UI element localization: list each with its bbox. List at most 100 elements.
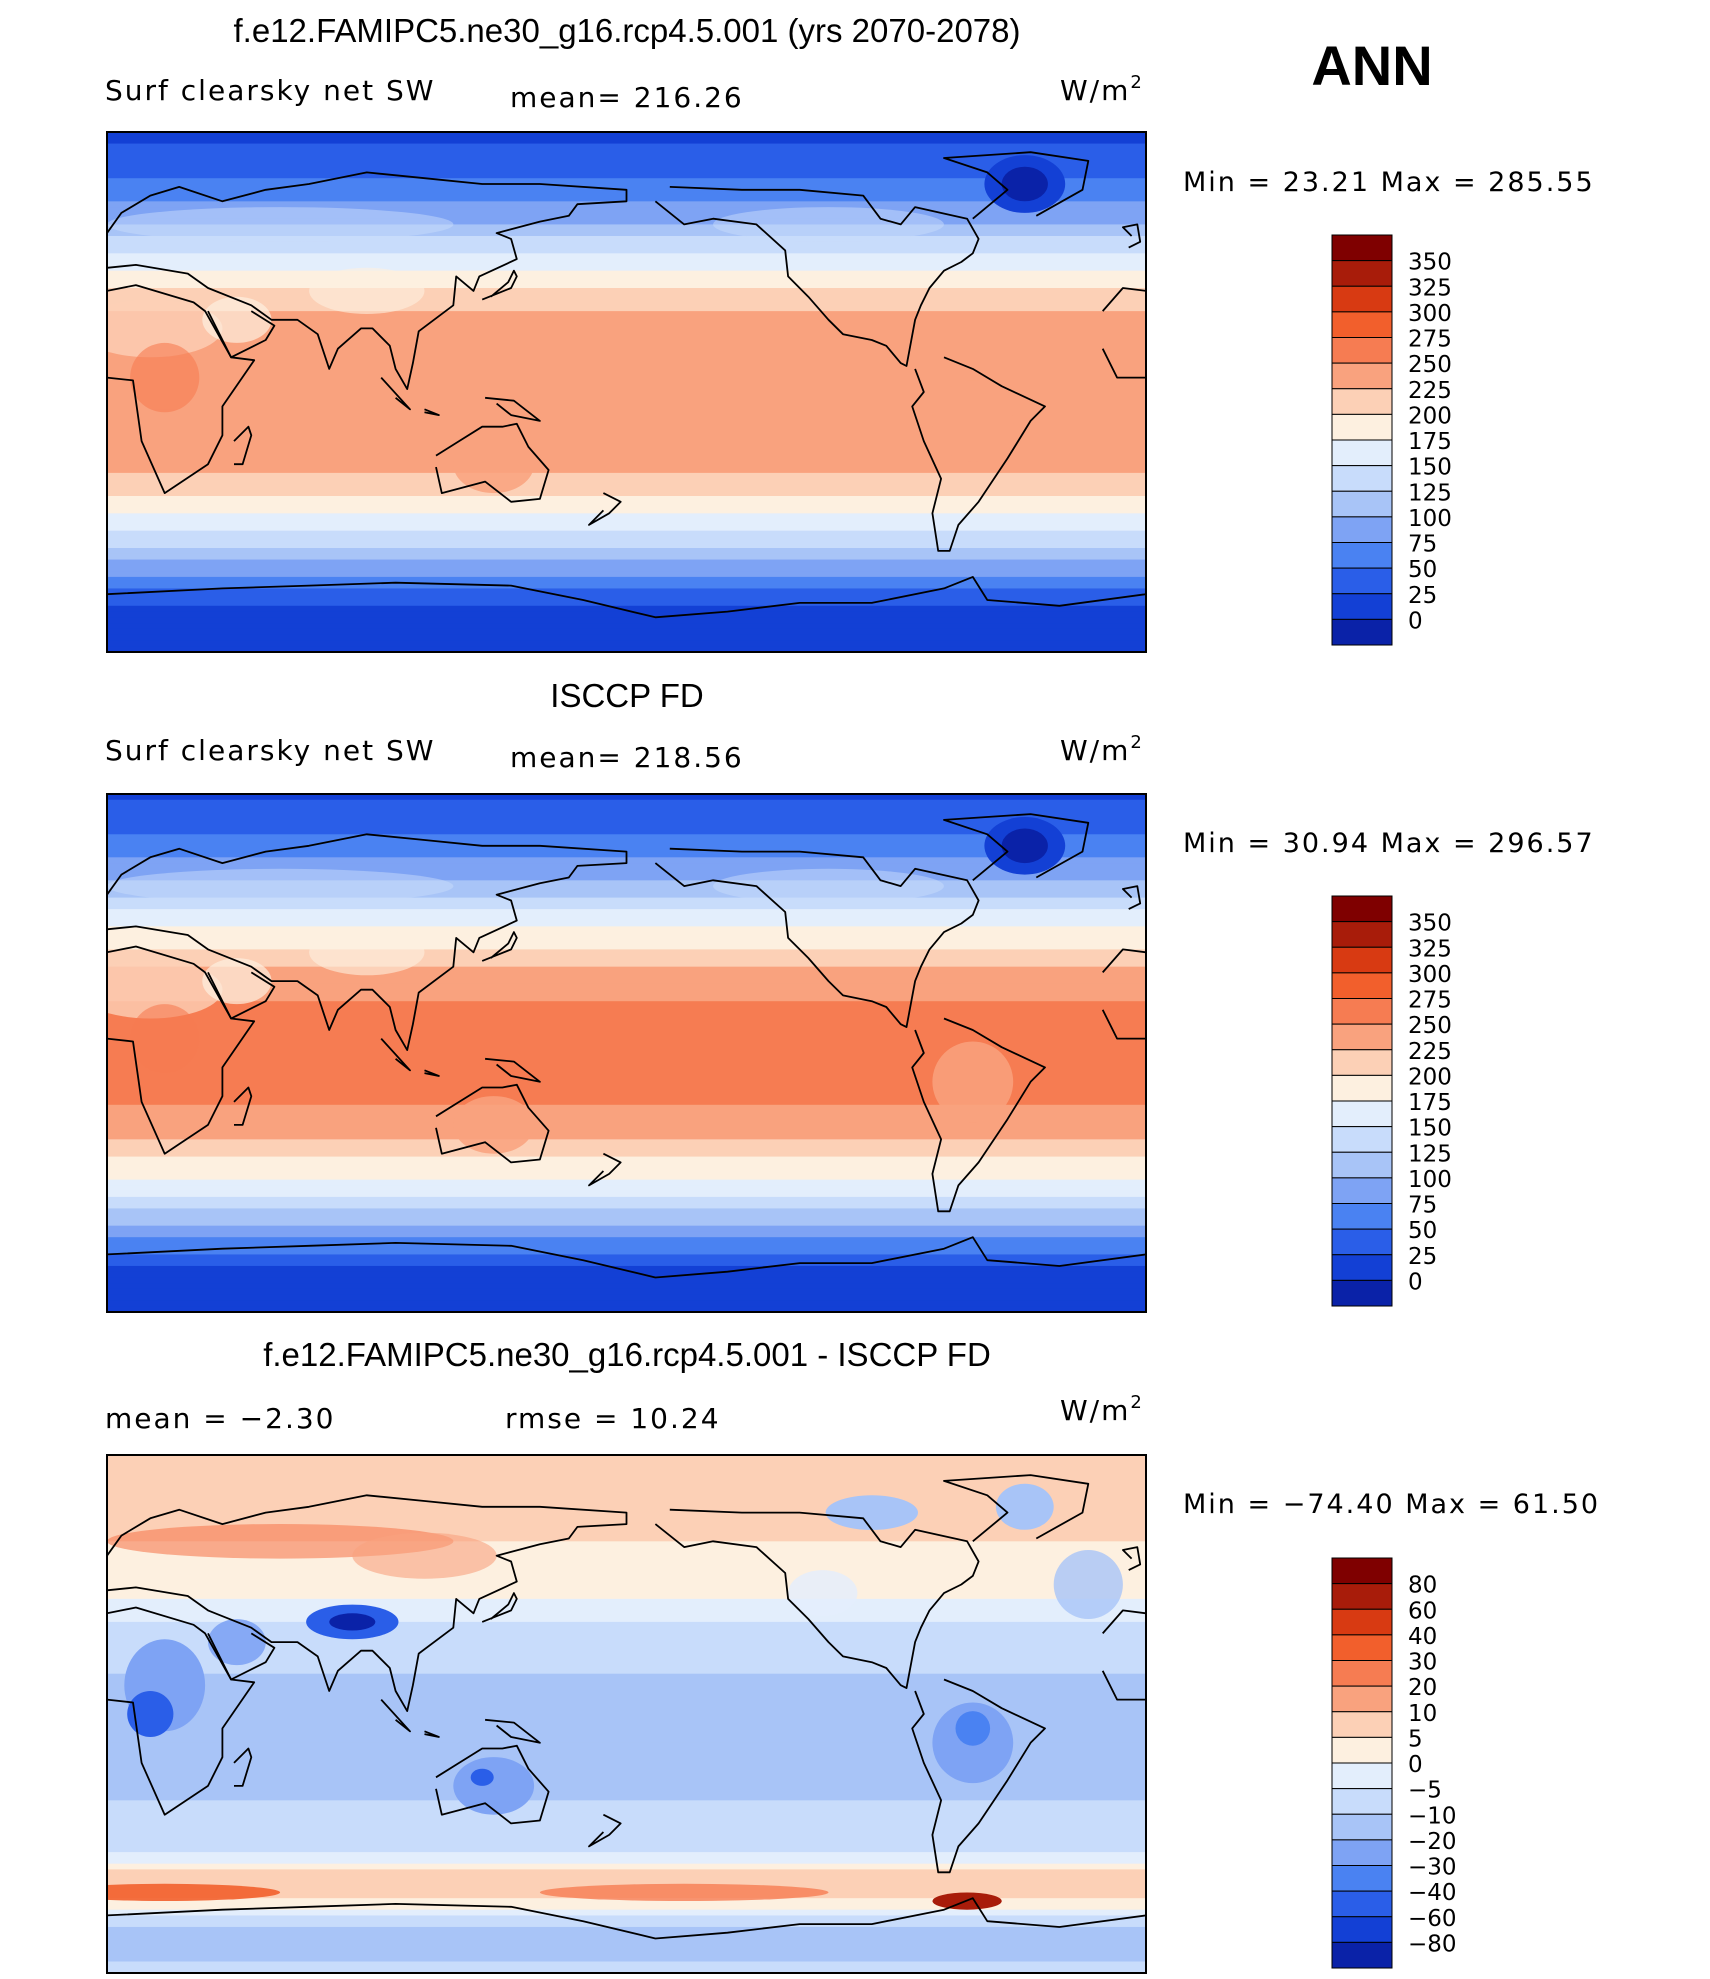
colorbar-tick-label: 0 [1408, 1269, 1423, 1295]
map-band [107, 628, 1146, 636]
map-band [107, 1506, 1146, 1514]
map-band [107, 1529, 1146, 1537]
map-band [107, 1242, 1146, 1250]
map-band [107, 989, 1146, 997]
map-band [107, 828, 1146, 835]
map-band [107, 1794, 1146, 1801]
map-band [107, 1593, 1146, 1600]
map-band [107, 1179, 1146, 1186]
map-band [107, 420, 1146, 428]
map-band [107, 1909, 1146, 1917]
map-band [107, 943, 1146, 950]
colorbar-box [1331, 1736, 1393, 1764]
map-band [107, 1857, 1146, 1865]
colorbar-tick-label: 20 [1408, 1675, 1437, 1701]
coastline [485, 1057, 541, 1083]
map-band [107, 1168, 1146, 1175]
coastline [911, 1678, 1046, 1874]
map-band [107, 374, 1146, 382]
map-band [107, 1283, 1146, 1290]
colorbar-box [1331, 1865, 1393, 1892]
colorbar-tick-label: 250 [1408, 1013, 1452, 1039]
colorbar-tick-label: 175 [1408, 429, 1452, 455]
panel-2-frame [106, 793, 1147, 1313]
map-band [107, 293, 1146, 301]
map-band [107, 1076, 1146, 1083]
coastline [107, 171, 628, 391]
coastline [588, 1152, 622, 1187]
map-band [107, 1196, 1146, 1204]
colorbar-box [1331, 972, 1393, 1000]
map-band [107, 1214, 1146, 1221]
map-feature [107, 299, 223, 358]
colorbar-tick-label: 200 [1408, 403, 1452, 429]
coastline [424, 1069, 440, 1077]
map-feature [932, 380, 1014, 462]
colorbar-tick-label: 150 [1408, 1116, 1452, 1142]
colorbar-tick-label: 200 [1408, 1064, 1452, 1090]
coastline [107, 576, 1146, 619]
coastline [485, 396, 541, 422]
coastline [233, 1747, 253, 1787]
map-band [107, 983, 1146, 991]
map-band [107, 623, 1146, 630]
map-band [107, 270, 1146, 278]
coastline [107, 1606, 256, 1816]
map-band [107, 201, 1146, 208]
coastline [107, 833, 628, 1051]
map-band [107, 799, 1146, 807]
map-band [107, 822, 1146, 830]
colorbar-box [1331, 285, 1393, 313]
map-band [107, 874, 1146, 881]
map-band [107, 513, 1146, 520]
map-band [107, 403, 1146, 410]
map-band [107, 1967, 1146, 1973]
map-band [107, 1035, 1146, 1043]
colorbar-tick-label: −10 [1408, 1803, 1457, 1829]
colorbar-box [1331, 1023, 1393, 1051]
coastline [107, 1236, 1146, 1279]
map-band [107, 891, 1146, 899]
map-band [107, 1547, 1146, 1554]
map-band [107, 1731, 1146, 1738]
colorbar-tick-label: 300 [1408, 962, 1452, 988]
map-band [107, 932, 1146, 939]
map-band [107, 1944, 1146, 1951]
colorbar-box [1331, 1228, 1393, 1256]
map-band [107, 1633, 1146, 1640]
map-band [107, 351, 1146, 358]
map-band [107, 455, 1146, 462]
map-feature [995, 1483, 1054, 1530]
map-band [107, 472, 1146, 480]
map-band [107, 559, 1146, 566]
map-feature [1053, 1550, 1123, 1619]
map-band [107, 496, 1146, 503]
map-band [107, 1915, 1146, 1922]
map-band [107, 1001, 1146, 1008]
colorbar-box [1331, 388, 1393, 415]
colorbar-tick-label: 325 [1408, 936, 1452, 962]
colorbar-box [1331, 593, 1393, 620]
coastline [1122, 885, 1142, 910]
map-band [107, 880, 1146, 887]
colorbar-box [1331, 1941, 1393, 1969]
map-band [107, 840, 1146, 847]
colorbar-tick-label: 100 [1408, 506, 1452, 532]
map-band [107, 1064, 1146, 1071]
colorbar-tick-label: 250 [1408, 352, 1452, 378]
colorbar-tick-label: 225 [1408, 1039, 1452, 1065]
map-band [107, 1162, 1146, 1169]
map-band [107, 1719, 1146, 1727]
map-feature [788, 1570, 858, 1617]
map-band [107, 224, 1146, 231]
colorbar-box [1331, 618, 1393, 646]
map-band [107, 978, 1146, 985]
map-band [107, 1288, 1146, 1296]
map-band [107, 571, 1146, 578]
map-band [107, 1483, 1146, 1491]
map-band [107, 646, 1146, 652]
map-band [107, 1081, 1146, 1089]
map-band [107, 368, 1146, 376]
map-band [107, 1587, 1146, 1594]
map-band [107, 1018, 1146, 1025]
